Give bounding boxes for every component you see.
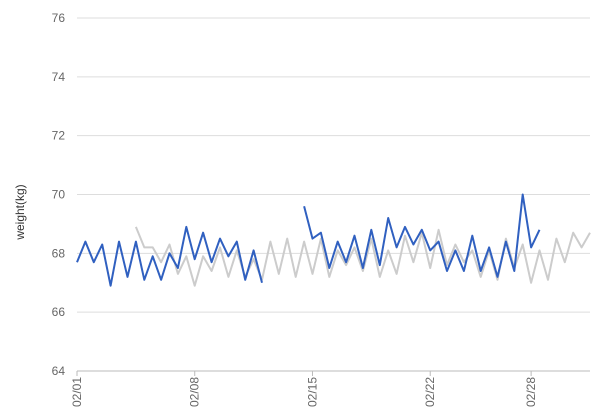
series-line-1 (303, 193, 541, 278)
y-tick-label: 68 (52, 246, 66, 260)
x-tick-label: 02/15 (305, 377, 319, 407)
y-axis-label: weight(kg) (13, 184, 27, 240)
tick-layer: 64 66 68 70 72 74 76 02/01 02/08 02/15 02/22 02/28 (52, 11, 538, 407)
y-tick-label: 76 (52, 11, 66, 25)
y-tick-label: 64 (52, 364, 66, 378)
y-tick-label: 66 (52, 305, 66, 319)
y-tick-label: 74 (52, 70, 66, 84)
grid-layer (76, 17, 590, 376)
x-tick-label: 02/28 (524, 377, 538, 407)
x-tick-label: 02/01 (70, 377, 84, 407)
y-tick-label: 72 (52, 129, 66, 143)
series-layer (76, 193, 591, 287)
series-line-1 (76, 225, 263, 287)
x-tick-label: 02/22 (423, 377, 437, 407)
x-tick-label: 02/08 (188, 377, 202, 407)
y-tick-label: 70 (52, 188, 66, 202)
